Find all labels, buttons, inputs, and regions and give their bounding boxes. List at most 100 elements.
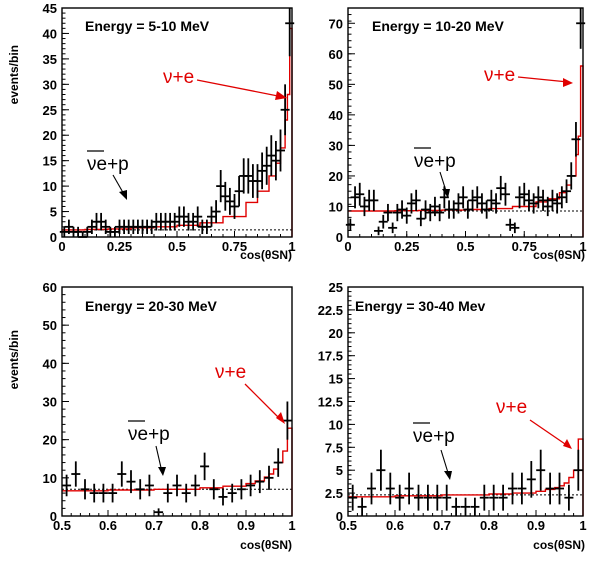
panel-energy-5-10: events/bin Energy = 5-10 MeV 0 0.25 0.5 0.7… bbox=[7, 1, 296, 262]
data-point bbox=[442, 484, 452, 511]
x-tick-label: 0.8 bbox=[480, 518, 498, 533]
signal-arrow-icon bbox=[196, 79, 284, 98]
model-layer bbox=[348, 438, 584, 516]
y-axis-label: events/bin bbox=[7, 330, 21, 389]
y-tick-label: 20 bbox=[43, 128, 57, 143]
data-point bbox=[435, 203, 445, 222]
y-tick-label: 70 bbox=[329, 16, 343, 31]
data-point bbox=[423, 484, 433, 511]
background-arrowhead-icon bbox=[119, 190, 127, 200]
background-arrowhead-icon bbox=[442, 189, 450, 198]
data-point bbox=[64, 219, 74, 235]
data-point bbox=[470, 497, 480, 516]
x-axis-label: cos(θSN) bbox=[533, 248, 585, 262]
x-tick-label: 0.9 bbox=[527, 518, 545, 533]
y-tick-label: 30 bbox=[43, 395, 57, 410]
x-ticks-layer: 0.5 0.6 0.7 0.8 0.9 1 bbox=[339, 510, 587, 533]
signal-arrowhead-icon bbox=[276, 412, 285, 424]
data-point bbox=[264, 465, 274, 490]
y-tick-label: 40 bbox=[329, 108, 343, 123]
x-tick-label: 0.75 bbox=[512, 239, 537, 254]
x-axis-label: cos(θSN) bbox=[240, 538, 292, 552]
data-point bbox=[367, 472, 376, 505]
y-tick-label: 7.5 bbox=[325, 440, 343, 455]
signal-annotation: ν+e bbox=[496, 397, 572, 449]
data-point bbox=[193, 206, 203, 227]
background-label: νe+p bbox=[413, 426, 455, 447]
data-point bbox=[430, 196, 440, 217]
data-point bbox=[515, 186, 525, 209]
data-point bbox=[385, 472, 395, 505]
data-point bbox=[117, 461, 127, 487]
data-point bbox=[282, 401, 292, 440]
model-curve bbox=[348, 438, 584, 516]
data-point bbox=[369, 189, 379, 211]
data-point bbox=[402, 207, 412, 224]
y-tick-label: 50 bbox=[329, 77, 343, 92]
data-point bbox=[82, 226, 92, 237]
data-point bbox=[461, 497, 470, 516]
data-point bbox=[489, 484, 499, 511]
data-point bbox=[416, 211, 426, 227]
data-point bbox=[207, 206, 216, 227]
model-curve bbox=[62, 427, 293, 516]
signal-arrow-icon bbox=[517, 76, 569, 83]
x-tick-label: 0.6 bbox=[99, 518, 117, 533]
signal-label: ν+e bbox=[163, 67, 194, 88]
data-point bbox=[243, 158, 253, 194]
data-point bbox=[453, 193, 463, 214]
data-point bbox=[225, 187, 235, 215]
panel-title: Energy = 20-30 MeV bbox=[85, 298, 218, 314]
y-tick-label: 20 bbox=[43, 433, 57, 448]
data-point bbox=[200, 452, 210, 481]
data-point bbox=[477, 193, 487, 214]
y-tick-label: 25 bbox=[329, 280, 343, 295]
data-point bbox=[220, 181, 230, 211]
data-point bbox=[508, 472, 517, 505]
x-tick-label: 1 bbox=[579, 239, 586, 254]
x-axis-label: cos(θSN) bbox=[533, 538, 585, 552]
model-layer bbox=[62, 27, 293, 237]
data-point bbox=[536, 449, 546, 491]
data-point bbox=[190, 474, 200, 497]
y-tick-label: 0 bbox=[50, 230, 57, 245]
data-point bbox=[71, 461, 81, 487]
y-tick-label: 25 bbox=[43, 103, 57, 118]
y-ticks-layer: 0 2.5 5 7.5 10 12.5 15 17.5 20 22.5 25 bbox=[318, 280, 355, 524]
data-point bbox=[209, 479, 219, 500]
x-tick-label: 0.25 bbox=[394, 239, 419, 254]
data-point bbox=[236, 479, 246, 500]
data-points-layer bbox=[62, 401, 292, 516]
y-tick-label: 0 bbox=[336, 230, 343, 245]
data-point bbox=[383, 203, 393, 222]
data-point bbox=[524, 189, 534, 211]
x-ticks-layer: 0 0.25 0.5 0.75 1 bbox=[58, 231, 296, 254]
x-axis-label: cos(θSN) bbox=[240, 248, 292, 262]
data-point bbox=[526, 461, 536, 498]
data-point bbox=[451, 497, 461, 516]
model-layer bbox=[62, 427, 293, 516]
x-tick-label: 0.9 bbox=[237, 518, 255, 533]
data-point bbox=[246, 474, 256, 497]
data-point bbox=[397, 200, 407, 219]
data-point bbox=[404, 472, 414, 505]
x-tick-label: 0.7 bbox=[145, 518, 163, 533]
background-annotation: νe+p bbox=[414, 147, 456, 198]
data-point bbox=[126, 470, 136, 494]
data-point bbox=[227, 483, 237, 503]
background-arrowhead-icon bbox=[444, 471, 452, 480]
y-tick-label: 5 bbox=[336, 463, 343, 478]
data-point bbox=[80, 479, 90, 500]
data-point bbox=[96, 212, 106, 231]
y-tick-label: 10 bbox=[43, 471, 57, 486]
y-tick-label: 30 bbox=[43, 77, 57, 92]
background-annotation: νe+p bbox=[413, 422, 455, 480]
data-point bbox=[482, 200, 492, 219]
y-tick-label: 20 bbox=[329, 326, 343, 341]
y-axis-label: events/bin bbox=[7, 45, 21, 104]
plot-frame bbox=[347, 7, 584, 238]
data-point bbox=[557, 186, 567, 209]
data-point bbox=[170, 212, 180, 231]
data-point bbox=[545, 472, 555, 505]
x-tick-label: 0.25 bbox=[107, 239, 132, 254]
